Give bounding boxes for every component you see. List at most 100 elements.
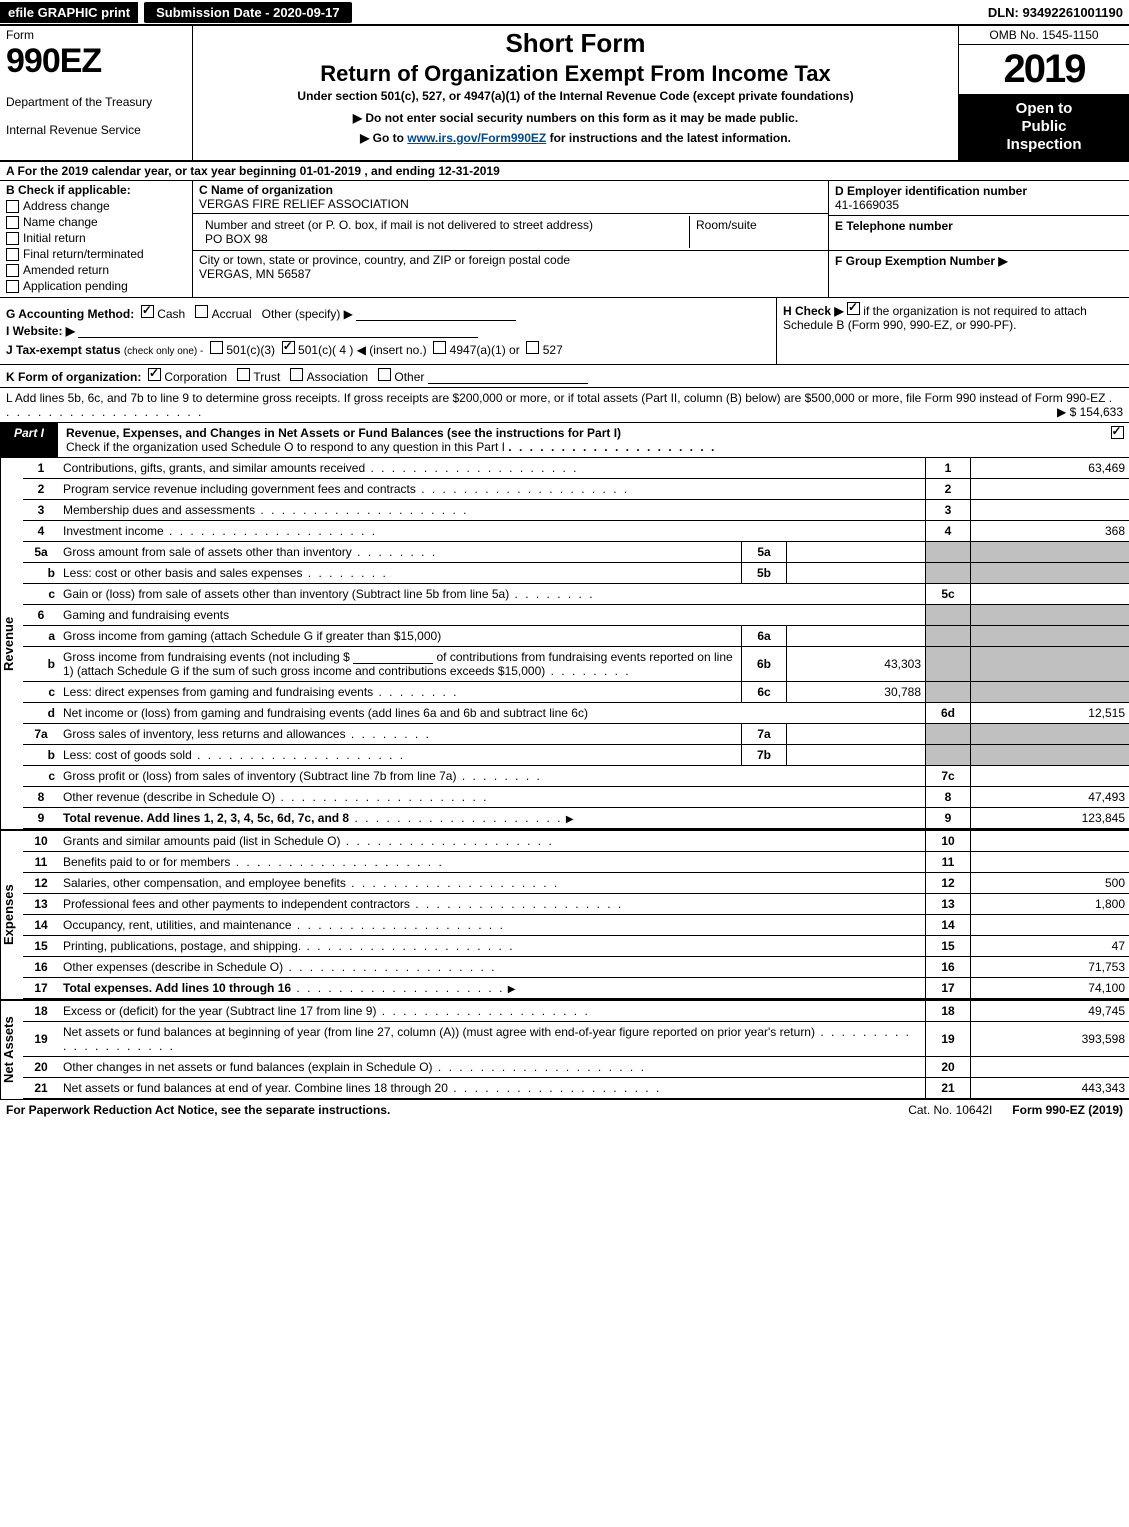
omb-number: OMB No. 1545-1150 <box>959 26 1129 45</box>
expenses-table: 10Grants and similar amounts paid (list … <box>23 831 1129 999</box>
chk-527[interactable] <box>526 341 539 354</box>
chk-501c3[interactable] <box>210 341 223 354</box>
line-3: 3Membership dues and assessments 3 <box>23 500 1129 521</box>
line-21: 21Net assets or fund balances at end of … <box>23 1078 1129 1099</box>
chk-amended-return[interactable]: Amended return <box>6 263 186 277</box>
line-18: 18Excess or (deficit) for the year (Subt… <box>23 1001 1129 1022</box>
line-6d: dNet income or (loss) from gaming and fu… <box>23 703 1129 724</box>
k-label: K Form of organization: <box>6 370 141 384</box>
efile-label[interactable]: efile GRAPHIC print <box>0 2 138 23</box>
chk-address-change[interactable]: Address change <box>6 199 186 213</box>
l-value: ▶ $ 154,633 <box>1057 405 1123 419</box>
h-block: H Check ▶ if the organization is not req… <box>776 298 1129 364</box>
short-form: Short Form <box>201 28 950 59</box>
block-bcdef: B Check if applicable: Address change Na… <box>0 181 1129 298</box>
chk-application-pending-label: Application pending <box>23 279 128 293</box>
chk-initial-return-label: Initial return <box>23 231 86 245</box>
part-1-title: Revenue, Expenses, and Changes in Net As… <box>58 423 1105 457</box>
line-13: 13Professional fees and other payments t… <box>23 894 1129 915</box>
vtab-expenses: Expenses <box>0 831 23 999</box>
row-a-period: A For the 2019 calendar year, or tax yea… <box>0 162 1129 181</box>
chk-accrual[interactable] <box>195 305 208 318</box>
website-input[interactable] <box>78 325 478 338</box>
chk-initial-return[interactable]: Initial return <box>6 231 186 245</box>
l-text: L Add lines 5b, 6c, and 7b to line 9 to … <box>6 391 1105 405</box>
org-city: VERGAS, MN 56587 <box>199 267 311 281</box>
k-assoc: Association <box>307 370 368 384</box>
chk-final-return-label: Final return/terminated <box>23 247 144 261</box>
col-c: C Name of organization VERGAS FIRE RELIE… <box>193 181 828 297</box>
dept-treasury: Department of the Treasury <box>6 95 186 109</box>
tax-year: 2019 <box>959 45 1129 94</box>
chk-name-change-label: Name change <box>23 215 98 229</box>
header-left: Form 990EZ Department of the Treasury In… <box>0 26 193 160</box>
line-16: 16Other expenses (describe in Schedule O… <box>23 957 1129 978</box>
line-7a: 7aGross sales of inventory, less returns… <box>23 724 1129 745</box>
row-l: L Add lines 5b, 6c, and 7b to line 9 to … <box>0 388 1129 423</box>
line-20: 20Other changes in net assets or fund ba… <box>23 1057 1129 1078</box>
form-title: Return of Organization Exempt From Incom… <box>201 61 950 87</box>
line-15: 15Printing, publications, postage, and s… <box>23 936 1129 957</box>
open-line-2: Public <box>1021 118 1066 135</box>
goto-link[interactable]: www.irs.gov/Form990EZ <box>407 131 546 145</box>
line-5b: bLess: cost or other basis and sales exp… <box>23 563 1129 584</box>
c-addr-label: Number and street (or P. O. box, if mail… <box>205 218 593 232</box>
row-ghij: G Accounting Method: Cash Accrual Other … <box>0 298 1129 365</box>
chk-4947[interactable] <box>433 341 446 354</box>
k-trust: Trust <box>253 370 280 384</box>
chk-final-return[interactable]: Final return/terminated <box>6 247 186 261</box>
submission-date: Submission Date - 2020-09-17 <box>144 2 352 23</box>
dln: DLN: 93492261001190 <box>988 5 1129 20</box>
ssn-note: ▶ Do not enter social security numbers o… <box>201 111 950 125</box>
e-label: E Telephone number <box>835 219 953 233</box>
chk-name-change[interactable]: Name change <box>6 215 186 229</box>
org-name: VERGAS FIRE RELIEF ASSOCIATION <box>199 197 409 211</box>
form-number: 990EZ <box>6 42 186 81</box>
g-other: Other (specify) ▶ <box>262 307 353 321</box>
line-6b-input[interactable] <box>353 651 433 664</box>
line-9: 9Total revenue. Add lines 1, 2, 3, 4, 5c… <box>23 808 1129 829</box>
part-1-check[interactable] <box>1105 423 1129 457</box>
part-1-header: Part I Revenue, Expenses, and Changes in… <box>0 423 1129 458</box>
line-4: 4Investment income 4368 <box>23 521 1129 542</box>
ein-value: 41-1669035 <box>835 198 899 212</box>
net-assets-section: Net Assets 18Excess or (deficit) for the… <box>0 1001 1129 1100</box>
c-name-label: C Name of organization <box>199 183 333 197</box>
chk-trust[interactable] <box>237 368 250 381</box>
chk-application-pending[interactable]: Application pending <box>6 279 186 293</box>
top-bar: efile GRAPHIC print Submission Date - 20… <box>0 0 1129 26</box>
open-line-1: Open to <box>1016 100 1073 117</box>
line-19: 19Net assets or fund balances at beginni… <box>23 1022 1129 1057</box>
dept-irs: Internal Revenue Service <box>6 123 186 137</box>
chk-corporation[interactable] <box>148 368 161 381</box>
line-6c: cLess: direct expenses from gaming and f… <box>23 682 1129 703</box>
chk-501c[interactable] <box>282 341 295 354</box>
part-1-sub: Check if the organization used Schedule … <box>66 440 505 454</box>
chk-other-org[interactable] <box>378 368 391 381</box>
chk-schedule-b[interactable] <box>847 302 860 315</box>
g-accrual: Accrual <box>212 307 252 321</box>
header-title-block: Short Form Return of Organization Exempt… <box>193 26 958 160</box>
g-other-input[interactable] <box>356 308 516 321</box>
chk-association[interactable] <box>290 368 303 381</box>
goto-post: for instructions and the latest informat… <box>546 131 791 145</box>
f-group-exemption: F Group Exemption Number ▶ <box>829 251 1129 271</box>
header-right: OMB No. 1545-1150 2019 Open to Public In… <box>958 26 1129 160</box>
goto-line: ▶ Go to www.irs.gov/Form990EZ for instru… <box>201 131 950 145</box>
line-14: 14Occupancy, rent, utilities, and mainte… <box>23 915 1129 936</box>
h-label: H Check ▶ <box>783 304 844 318</box>
g-label: G Accounting Method: <box>6 307 134 321</box>
d-ein: D Employer identification number 41-1669… <box>829 181 1129 216</box>
c-city-label: City or town, state or province, country… <box>199 253 570 267</box>
chk-cash[interactable] <box>141 305 154 318</box>
open-to-public: Open to Public Inspection <box>959 94 1129 160</box>
i-website: I Website: ▶ <box>6 324 770 338</box>
b-label: B Check if applicable: <box>6 183 186 197</box>
j-501c3: 501(c)(3) <box>226 343 275 357</box>
j-tax-exempt: J Tax-exempt status (check only one) - 5… <box>6 341 770 357</box>
form-word: Form <box>6 28 186 42</box>
col-b: B Check if applicable: Address change Na… <box>0 181 193 297</box>
g-accounting: G Accounting Method: Cash Accrual Other … <box>6 305 770 321</box>
line-10: 10Grants and similar amounts paid (list … <box>23 831 1129 852</box>
k-other-input[interactable] <box>428 371 588 384</box>
